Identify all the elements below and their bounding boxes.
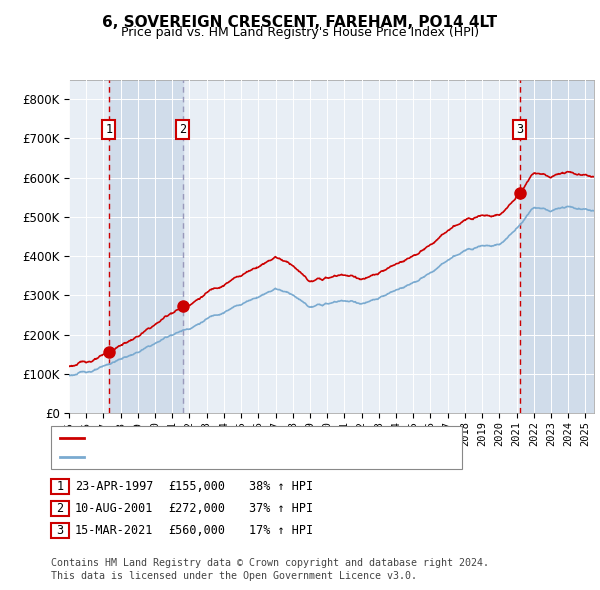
Text: 3: 3	[517, 123, 524, 136]
Text: 37% ↑ HPI: 37% ↑ HPI	[249, 502, 313, 515]
Text: HPI: Average price, detached house, Fareham: HPI: Average price, detached house, Fare…	[88, 453, 368, 463]
Text: 10-AUG-2001: 10-AUG-2001	[75, 502, 154, 515]
Text: Price paid vs. HM Land Registry's House Price Index (HPI): Price paid vs. HM Land Registry's House …	[121, 26, 479, 39]
Bar	[109, 80, 183, 413]
Text: £155,000: £155,000	[168, 480, 225, 493]
Text: 17% ↑ HPI: 17% ↑ HPI	[249, 524, 313, 537]
Text: 1: 1	[56, 480, 64, 493]
Text: 23-APR-1997: 23-APR-1997	[75, 480, 154, 493]
Text: 6, SOVEREIGN CRESCENT, FAREHAM, PO14 4LT: 6, SOVEREIGN CRESCENT, FAREHAM, PO14 4LT	[103, 15, 497, 30]
Text: £560,000: £560,000	[168, 524, 225, 537]
Text: 2: 2	[56, 502, 64, 515]
Text: 38% ↑ HPI: 38% ↑ HPI	[249, 480, 313, 493]
Text: 6, SOVEREIGN CRESCENT, FAREHAM, PO14 4LT (detached house): 6, SOVEREIGN CRESCENT, FAREHAM, PO14 4LT…	[88, 432, 459, 442]
Text: Contains HM Land Registry data © Crown copyright and database right 2024.
This d: Contains HM Land Registry data © Crown c…	[51, 558, 489, 581]
Text: 15-MAR-2021: 15-MAR-2021	[75, 524, 154, 537]
Text: 3: 3	[56, 524, 64, 537]
Text: £272,000: £272,000	[168, 502, 225, 515]
Text: 2: 2	[179, 123, 187, 136]
Bar	[520, 80, 594, 413]
Text: 1: 1	[105, 123, 112, 136]
